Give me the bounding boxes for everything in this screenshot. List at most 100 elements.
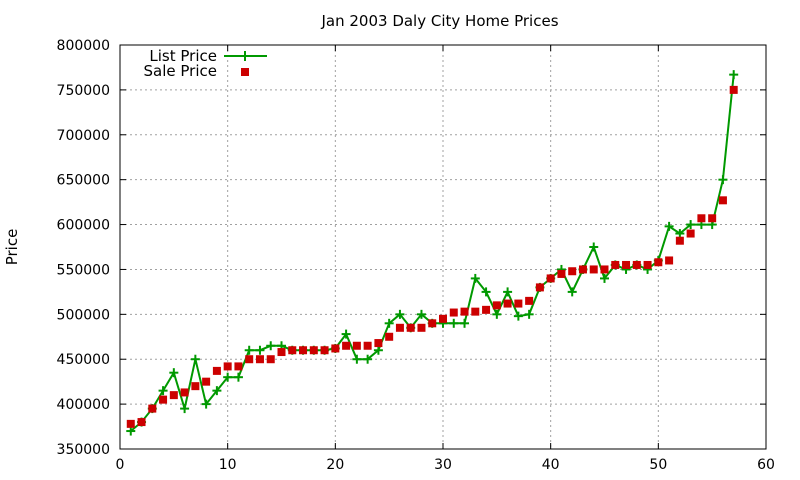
data-point-plus — [190, 354, 200, 364]
data-point-plus — [126, 426, 136, 436]
data-point-plus — [503, 287, 513, 297]
y-tick-label: 650000 — [57, 173, 110, 189]
data-point-square — [148, 404, 157, 413]
data-point-square — [352, 341, 361, 350]
data-point-square — [159, 395, 168, 404]
y-tick-label: 550000 — [57, 262, 110, 278]
data-point-plus — [416, 309, 426, 319]
data-point-square — [546, 274, 555, 283]
data-point-square — [697, 214, 706, 223]
data-point-square — [363, 341, 372, 350]
data-point-square — [622, 260, 631, 269]
data-point-square — [417, 323, 426, 332]
data-point-square — [169, 391, 178, 400]
data-point-square — [137, 418, 146, 427]
data-point-square — [611, 260, 620, 269]
data-point-plus — [363, 354, 373, 364]
data-point-square — [589, 265, 598, 274]
data-point-square — [535, 283, 544, 292]
data-point-square — [718, 196, 727, 205]
data-point-square — [255, 355, 264, 364]
y-tick-label: 600000 — [57, 218, 110, 234]
y-axis-label: Price — [3, 229, 21, 266]
data-point-plus — [524, 309, 534, 319]
y-tick-label: 750000 — [57, 83, 110, 99]
x-tick-label: 60 — [757, 457, 775, 473]
data-point-square — [266, 355, 275, 364]
data-point-square — [439, 314, 447, 323]
data-point-plus — [481, 287, 491, 297]
x-ticks: 0 10 20 30 40 50 60 — [116, 45, 775, 473]
data-point-square — [471, 307, 480, 316]
data-point-square — [180, 388, 189, 397]
chart-title: Jan 2003 Daly City Home Prices — [320, 12, 558, 30]
data-point-plus — [664, 221, 674, 231]
data-point-square — [568, 267, 577, 276]
data-point-square — [395, 323, 404, 332]
data-point-plus — [600, 273, 609, 283]
data-point-square — [212, 366, 221, 375]
data-point-square — [729, 85, 738, 94]
data-point-square — [428, 319, 437, 328]
data-point-square — [460, 307, 469, 316]
data-point-plus — [513, 311, 523, 321]
legend: List Price Sale Price — [144, 47, 267, 80]
y-tick-label: 400000 — [57, 397, 110, 413]
data-point-square — [288, 346, 297, 355]
data-point-plus — [675, 229, 685, 239]
y-tick-label: 700000 — [57, 128, 110, 144]
data-point-square — [331, 344, 340, 353]
data-point-plus — [492, 309, 502, 319]
plot-frame — [119, 44, 767, 450]
data-point-square — [342, 341, 351, 350]
data-point-square — [675, 236, 684, 245]
legend-label-sale-price: Sale Price — [144, 62, 217, 80]
data-point-plus — [169, 368, 179, 378]
data-point-plus — [686, 220, 696, 230]
x-tick-label: 30 — [434, 457, 452, 473]
x-tick-label: 50 — [649, 457, 667, 473]
data-point-plus — [384, 318, 394, 328]
data-point-plus — [266, 341, 276, 351]
data-point-plus — [233, 372, 243, 382]
data-point-square — [320, 346, 329, 355]
y-tick-label: 800000 — [57, 38, 110, 54]
data-point-square — [374, 339, 383, 348]
data-point-square — [277, 348, 286, 357]
data-point-square — [503, 299, 512, 308]
data-point-plus — [352, 354, 362, 364]
data-point-plus — [201, 399, 211, 409]
data-point-square — [309, 346, 318, 355]
data-point-square — [223, 362, 232, 371]
y-tick-label: 500000 — [57, 307, 110, 323]
x-tick-label: 40 — [542, 457, 560, 473]
data-point-plus — [470, 273, 480, 283]
data-point-plus — [395, 309, 405, 319]
data-point-plus — [158, 386, 168, 396]
data-point-square — [492, 301, 501, 310]
data-point-plus — [460, 318, 470, 328]
data-point-square — [686, 229, 695, 238]
data-point-square — [557, 269, 566, 278]
y-ticks: 350000 400000 450000 500000 550000 600000 6500… — [57, 38, 766, 458]
legend-marker-list-price — [240, 51, 250, 61]
data-point-square — [126, 419, 135, 428]
data-point-square — [299, 346, 308, 355]
data-point-square — [202, 377, 211, 386]
data-point-square — [191, 382, 200, 391]
data-point-square — [708, 214, 717, 223]
data-point-square — [525, 296, 534, 305]
data-point-square — [234, 362, 243, 371]
data-point-plus — [729, 70, 739, 80]
data-point-plus — [589, 242, 599, 252]
data-point-plus — [255, 345, 265, 355]
data-point-plus — [341, 329, 351, 339]
data-point-plus — [449, 318, 459, 328]
data-point-square — [632, 260, 641, 269]
data-point-plus — [567, 287, 577, 297]
x-tick-label: 20 — [326, 457, 344, 473]
series-sale-price — [126, 85, 738, 428]
data-point-square — [482, 305, 491, 314]
